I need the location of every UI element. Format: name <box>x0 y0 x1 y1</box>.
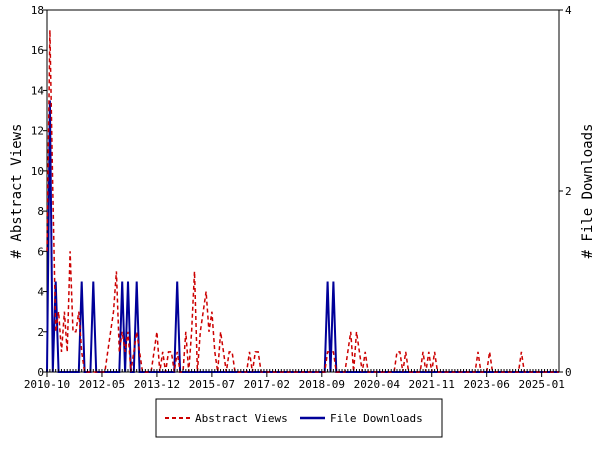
x-tick-label: 2023-06 <box>464 378 510 391</box>
y-tick-label: 10 <box>31 165 44 178</box>
y-axis-label: # Abstract Views <box>9 124 25 259</box>
y-tick-label: 2 <box>37 326 44 339</box>
right-axis: 0 2 4 <box>559 4 572 379</box>
y-tick-label: 6 <box>37 245 44 258</box>
x-tick-label: 2021-11 <box>409 378 455 391</box>
x-tick-label: 2010-10 <box>24 378 70 391</box>
legend-box <box>155 398 443 438</box>
y-tick-label: 18 <box>31 4 44 17</box>
y2-axis-label: # File Downloads <box>580 124 596 259</box>
legend-label-file-downloads: File Downloads <box>330 412 423 425</box>
y2-tick-label: 0 <box>565 366 572 379</box>
y2-tick-label: 4 <box>565 4 572 17</box>
legend: Abstract Views File Downloads <box>155 398 443 438</box>
y-tick-label: 12 <box>31 125 44 138</box>
x-tick-label: 2012-05 <box>79 378 125 391</box>
x-tick-label: 2013-12 <box>134 378 180 391</box>
x-axis: 2010-10 2012-05 2013-12 2015-07 2017-02 2018-… <box>24 369 565 391</box>
x-tick-label: 2020-04 <box>354 378 401 391</box>
legend-label-abstract-views: Abstract Views <box>195 412 288 425</box>
y-tick-label: 14 <box>31 84 45 97</box>
left-axis: 0 2 4 6 8 10 12 14 16 18 <box>31 4 47 379</box>
x-tick-label: 2015-07 <box>189 378 235 391</box>
x-tick-label: 2017-02 <box>244 378 290 391</box>
x-tick-label: 2018-09 <box>299 378 345 391</box>
y2-tick-label: 2 <box>565 185 572 198</box>
plot-area <box>46 9 560 373</box>
x-tick-label: 2025-01 <box>518 378 564 391</box>
y-tick-label: 4 <box>37 286 44 299</box>
y-tick-label: 16 <box>31 44 44 57</box>
y-tick-label: 0 <box>37 366 44 379</box>
y-tick-label: 8 <box>37 205 44 218</box>
